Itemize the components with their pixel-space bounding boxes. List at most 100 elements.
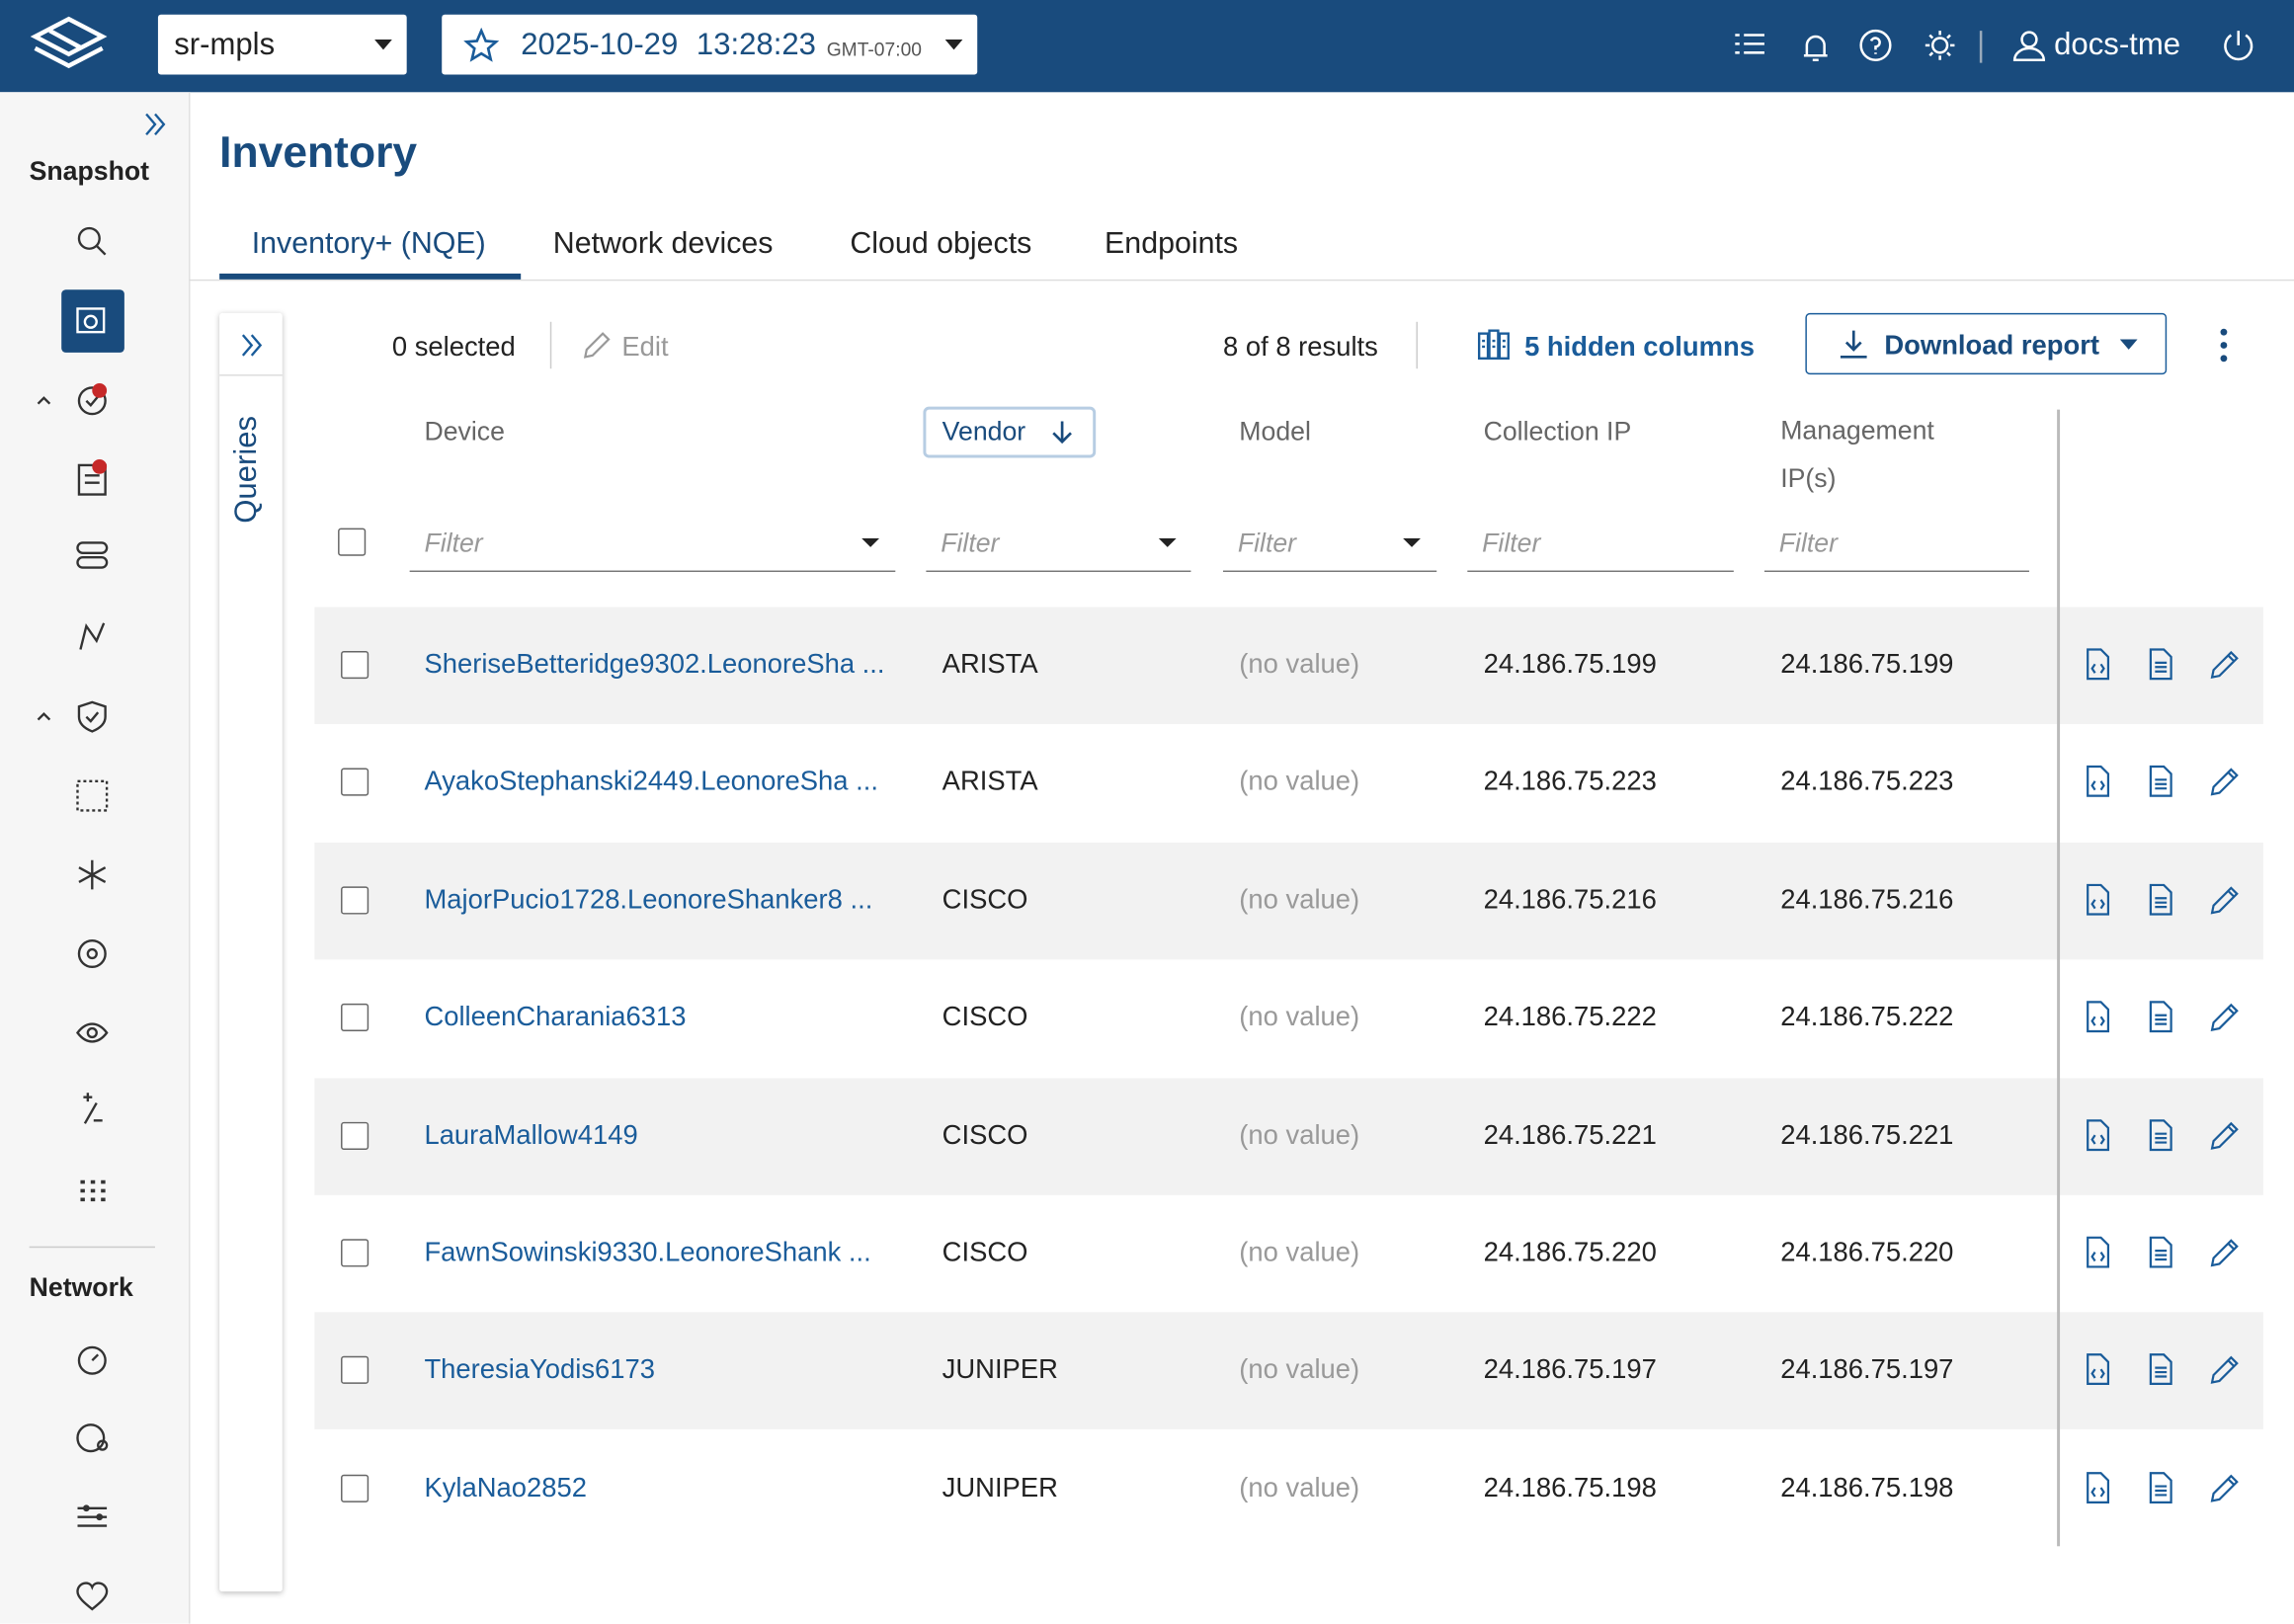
filter-input[interactable]: Filter [926, 528, 1191, 573]
column-header[interactable]: Management IP(s) [1780, 415, 1934, 494]
column-header[interactable]: Vendor [942, 417, 1026, 447]
cell: JUNIPER [942, 1471, 1058, 1502]
device-link[interactable]: AyakoStephanski2449.LeonoreSha ... [424, 766, 878, 797]
top-bar: sr-mpls 2025-10-29 13:28:23 GMT-07:00 do… [0, 0, 2294, 93]
cell: (no value) [1239, 883, 1360, 915]
filter-input[interactable]: Filter [1763, 528, 2029, 573]
timezone: GMT-07:00 [826, 38, 922, 60]
columns-icon [1477, 329, 1510, 360]
row-checkbox[interactable] [341, 1121, 369, 1150]
cell: (no value) [1239, 1353, 1360, 1385]
user-name[interactable]: docs-tme [2054, 28, 2181, 62]
list-icon[interactable] [1735, 34, 1764, 54]
device-link[interactable]: SheriseBetteridge9302.LeonoreSha ... [424, 648, 885, 680]
edit-button[interactable]: Edit [621, 330, 669, 362]
expand-icon[interactable] [142, 112, 169, 138]
row-checkbox[interactable] [341, 650, 369, 680]
device-link[interactable]: KylaNao2852 [424, 1471, 587, 1502]
row-actions[interactable] [2084, 1118, 2245, 1154]
bell-icon[interactable] [1803, 35, 1828, 61]
nav-icons [37, 226, 109, 1611]
row-actions[interactable] [2084, 883, 2245, 919]
row-actions[interactable] [2084, 648, 2245, 684]
device-link[interactable]: FawnSowinski9330.LeonoreShank ... [424, 1236, 871, 1267]
active-nav[interactable] [61, 289, 124, 353]
row-actions[interactable] [2084, 1236, 2245, 1271]
device-link[interactable]: TheresiaYodis6173 [424, 1353, 656, 1385]
table-row[interactable] [314, 1077, 2263, 1195]
power-icon[interactable] [2224, 31, 2253, 61]
hidden-columns[interactable]: 5 hidden columns [1524, 330, 1755, 362]
cell: 24.186.75.222 [1780, 1001, 1954, 1032]
tab[interactable]: Inventory+ (NQE) [251, 226, 486, 261]
sort-header[interactable] [923, 406, 1097, 458]
table-row[interactable] [314, 1312, 2263, 1430]
cell: (no value) [1239, 1001, 1360, 1032]
row-actions[interactable] [2084, 766, 2245, 801]
filter-placeholder: Filter [1237, 528, 1297, 558]
cell: (no value) [1239, 648, 1360, 680]
help-icon[interactable] [1859, 29, 1892, 61]
user-icon[interactable] [2020, 31, 2038, 48]
table-row[interactable] [314, 1429, 2263, 1548]
filter-input[interactable]: Filter [409, 528, 896, 573]
tab[interactable]: Cloud objects [850, 226, 1032, 261]
theme-icon[interactable] [1930, 37, 1949, 54]
filter-placeholder: Filter [424, 528, 483, 558]
queries-panel[interactable]: Queries [219, 312, 283, 1592]
row-actions[interactable] [2084, 1001, 2245, 1036]
select-all-checkbox[interactable] [338, 528, 367, 556]
snapshot-date: 2025-10-29 [521, 28, 679, 62]
cell: (no value) [1239, 766, 1360, 797]
table-row[interactable] [314, 842, 2263, 960]
column-header[interactable]: Model [1239, 417, 1311, 447]
filter-input[interactable]: Filter [1467, 528, 1734, 573]
row-actions[interactable] [2084, 1471, 2245, 1506]
cell: 24.186.75.223 [1780, 766, 1954, 797]
expand-icon[interactable] [238, 332, 265, 359]
table-row[interactable] [314, 607, 2263, 725]
cell: (no value) [1239, 1236, 1360, 1267]
filter-placeholder: Filter [941, 528, 1000, 558]
tab[interactable]: Network devices [552, 226, 774, 261]
download-label: Download report [1884, 329, 2100, 361]
table-row[interactable] [314, 959, 2263, 1078]
cell: (no value) [1239, 1471, 1360, 1502]
row-checkbox[interactable] [341, 1239, 369, 1267]
download-button[interactable]: Download report [1805, 312, 2168, 375]
result-count: 8 of 8 results [1223, 330, 1378, 362]
edit-icon [583, 332, 611, 359]
section-label: Snapshot [29, 156, 150, 187]
more-menu[interactable] [2217, 328, 2232, 364]
dropdown-caret [2119, 339, 2138, 350]
table-row[interactable] [314, 724, 2263, 843]
row-actions[interactable] [2084, 1353, 2245, 1389]
cell: 24.186.75.197 [1483, 1353, 1657, 1385]
row-checkbox[interactable] [341, 1356, 369, 1385]
table-row[interactable] [314, 1194, 2263, 1313]
tab[interactable]: Endpoints [1105, 226, 1239, 261]
cell: 24.186.75.198 [1483, 1471, 1657, 1502]
cell: 24.186.75.220 [1483, 1236, 1657, 1267]
row-checkbox[interactable] [341, 1474, 369, 1502]
device-link[interactable]: LauraMallow4149 [424, 1118, 638, 1150]
device-link[interactable]: MajorPucio1728.LeonoreShanker8 ... [424, 883, 873, 915]
row-checkbox[interactable] [341, 1004, 369, 1032]
network-select[interactable]: sr-mpls [157, 14, 407, 75]
download-icon [1840, 330, 1867, 359]
snapshot-select[interactable]: 2025-10-29 13:28:23 GMT-07:00 [442, 14, 978, 75]
dropdown-caret [374, 39, 392, 50]
column-header[interactable]: Device [424, 417, 505, 447]
cell: 24.186.75.199 [1483, 648, 1657, 680]
cell: CISCO [942, 883, 1028, 915]
cell: 24.186.75.221 [1483, 1118, 1657, 1150]
dropdown-caret [944, 39, 963, 50]
row-checkbox[interactable] [341, 886, 369, 915]
filter-input[interactable]: Filter [1223, 528, 1437, 573]
column-header[interactable]: Collection IP [1483, 417, 1632, 447]
row-checkbox[interactable] [341, 769, 369, 797]
cell: 24.186.75.221 [1780, 1118, 1954, 1150]
device-link[interactable]: ColleenCharania6313 [424, 1001, 687, 1032]
